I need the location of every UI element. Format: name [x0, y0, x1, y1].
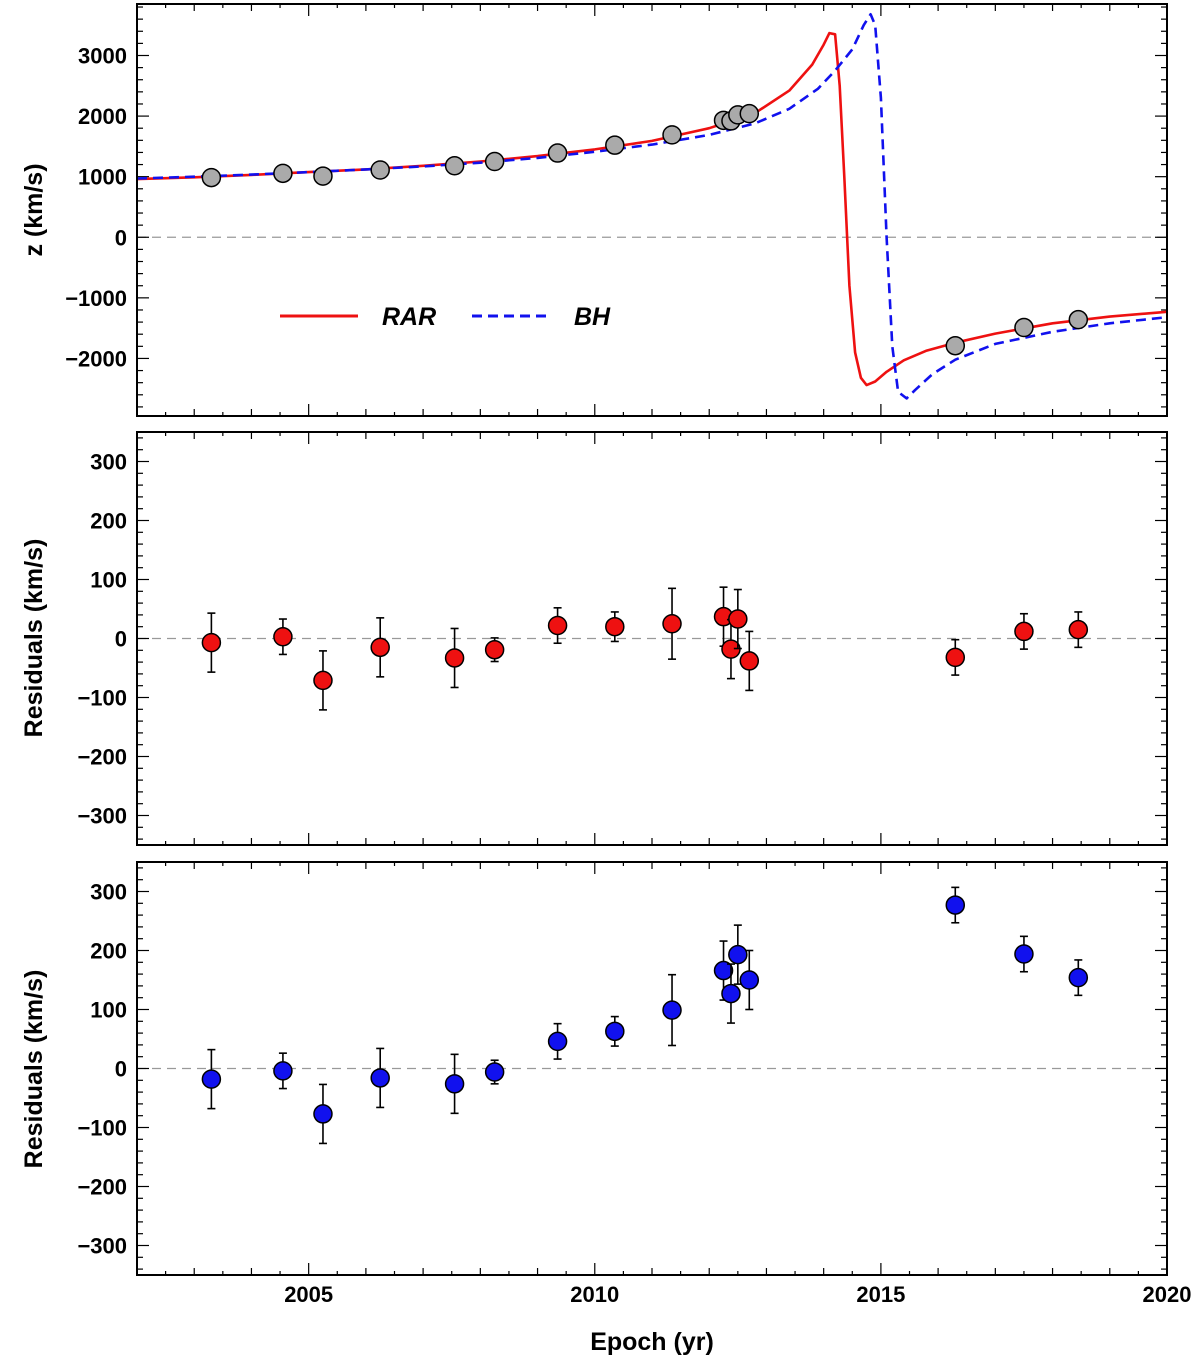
middle-residual-point	[605, 616, 625, 637]
bottom-residual-point	[728, 944, 748, 965]
bottom-residual-point	[721, 983, 741, 1004]
data-point	[739, 103, 760, 124]
bottom-ytick-label: −100	[77, 1116, 127, 1141]
top-ytick-label: −1000	[65, 286, 127, 311]
bottom-y-axis-label: Residuals (km/s)	[20, 970, 48, 1169]
middle-residual-point	[484, 639, 505, 660]
legend-bh-label: BH	[574, 303, 611, 331]
panel-middle-rar-residuals: −300 −200 −100 0 100 200 300	[77, 431, 1168, 846]
bottom-ytick-label: 200	[90, 939, 127, 964]
data-point	[547, 143, 568, 163]
data-point	[945, 335, 966, 356]
middle-ytick-label: −200	[77, 745, 127, 770]
top-ytick-label: 2000	[78, 104, 127, 129]
data-point	[605, 135, 625, 155]
middle-ytick-label: 0	[115, 627, 127, 652]
top-frame	[136, 3, 1168, 417]
data-point	[1068, 309, 1089, 330]
top-ytick-label: −2000	[65, 346, 127, 371]
data-point	[201, 167, 222, 188]
bottom-residual-point	[273, 1061, 293, 1081]
top-ytick-label: 1000	[78, 165, 127, 190]
middle-residual-point	[945, 647, 966, 668]
series-line-bh	[137, 13, 1167, 400]
legend: RAR BH	[280, 303, 611, 331]
bottom-plot-area	[201, 886, 1089, 1145]
x-tick-label: 2005	[284, 1282, 333, 1307]
middle-residual-point	[1068, 619, 1089, 640]
top-ytick-label: 3000	[78, 44, 127, 69]
top-ytick-label: 0	[115, 225, 127, 250]
data-point	[444, 156, 465, 176]
middle-residual-point	[201, 632, 222, 653]
bottom-ytick-label: 0	[115, 1057, 127, 1082]
middle-residual-point	[662, 614, 682, 634]
x-tick-label: 2015	[856, 1282, 905, 1307]
bottom-ytick-label: 300	[90, 880, 127, 905]
bottom-residual-point	[444, 1074, 465, 1094]
middle-residual-point	[739, 651, 760, 671]
middle-ytick-label: 200	[90, 509, 127, 534]
middle-residual-point	[547, 615, 568, 636]
series-line-rar	[137, 31, 1167, 387]
middle-ytick-label: 100	[90, 568, 127, 593]
bottom-residual-point	[605, 1021, 625, 1042]
middle-residual-point	[444, 648, 465, 668]
legend-rar-label: RAR	[382, 303, 436, 331]
bottom-ytick-label: −200	[77, 1175, 127, 1200]
data-point	[1014, 317, 1034, 338]
bottom-residual-point	[484, 1062, 505, 1082]
bottom-residual-point	[370, 1068, 390, 1088]
bottom-residual-point	[662, 1000, 682, 1020]
bottom-frame	[136, 861, 1168, 1276]
middle-residual-point	[728, 609, 748, 629]
bottom-residual-point	[313, 1104, 333, 1124]
top-y-axis-label: z (km/s)	[20, 163, 48, 256]
middle-ytick-label: −300	[77, 804, 127, 829]
data-point	[273, 163, 293, 184]
panel-bottom-bh-residuals: −300 −200 −100 0 100 200 300 2005 2010 2015 2020	[77, 861, 1192, 1307]
middle-residual-point	[1014, 621, 1034, 642]
bottom-residual-point	[739, 970, 760, 990]
data-point	[662, 125, 682, 145]
x-tick-label: 2010	[570, 1282, 619, 1307]
middle-ytick-label: −100	[77, 686, 127, 711]
middle-residual-point	[313, 670, 333, 691]
middle-residual-point	[273, 626, 293, 647]
middle-residual-point	[370, 637, 390, 658]
middle-ytick-label: 300	[90, 450, 127, 475]
bottom-residual-point	[201, 1069, 222, 1089]
middle-plot-area	[201, 586, 1089, 711]
middle-y-axis-label: Residuals (km/s)	[20, 539, 48, 738]
data-point	[313, 166, 333, 186]
data-point	[484, 151, 505, 172]
x-tick-label: 2020	[1143, 1282, 1192, 1307]
bottom-residual-point	[547, 1031, 568, 1052]
middle-frame	[136, 431, 1168, 846]
panel-top-redshift: −2000 −1000 0 1000 2000 3000	[65, 3, 1168, 417]
top-plot-area	[137, 13, 1167, 400]
bottom-residual-point	[1068, 967, 1089, 988]
data-point	[370, 160, 390, 180]
bottom-residual-point	[1014, 944, 1034, 964]
bottom-ytick-label: 100	[90, 998, 127, 1023]
bottom-residual-point	[945, 895, 966, 915]
bottom-ytick-label: −300	[77, 1234, 127, 1259]
x-axis-label: Epoch (yr)	[590, 1328, 714, 1356]
bottom-residual-point	[713, 960, 734, 981]
